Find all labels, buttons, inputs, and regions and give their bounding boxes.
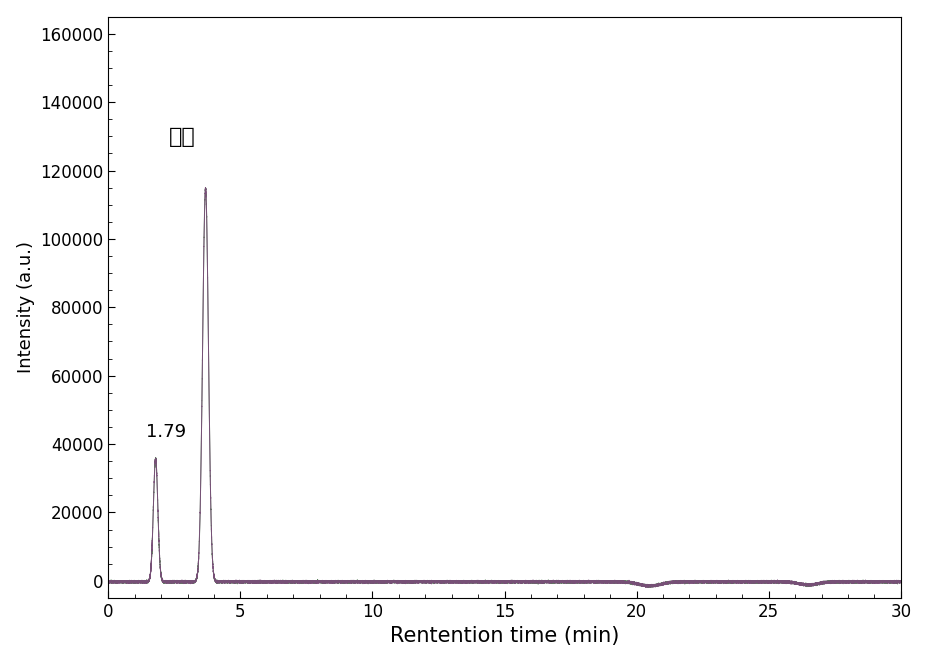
Text: 1.79: 1.79 [146, 423, 185, 441]
X-axis label: Rentention time (min): Rentention time (min) [389, 627, 618, 646]
Text: 溶剂: 溶剂 [169, 127, 196, 147]
Y-axis label: Intensity (a.u.): Intensity (a.u.) [17, 241, 34, 373]
